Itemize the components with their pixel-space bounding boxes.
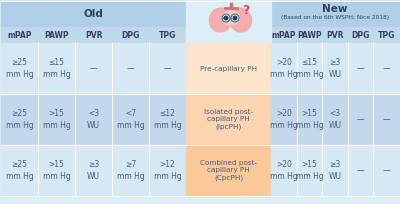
Text: ≥25
mm Hg: ≥25 mm Hg [6,109,33,130]
Text: >20
mm Hg: >20 mm Hg [270,58,298,79]
Bar [1,27,186,43]
Text: >15
mm Hg: >15 mm Hg [43,160,70,181]
Bar [1,43,186,94]
Text: >15
mm Hg: >15 mm Hg [43,109,70,130]
Ellipse shape [210,8,232,32]
Bar [186,145,271,196]
Text: Combined post-
capillary PH
(CpcPH): Combined post- capillary PH (CpcPH) [200,160,257,181]
Text: >12
mm Hg: >12 mm Hg [154,160,181,181]
Text: —: — [382,64,390,73]
Text: >15
mm Hg: >15 mm Hg [296,109,323,130]
Text: ≥25
mm Hg: ≥25 mm Hg [6,58,33,79]
Text: ≥3
WU: ≥3 WU [328,160,342,181]
Text: New: New [322,4,348,14]
Bar [1,94,186,145]
Text: DPG: DPG [121,31,140,40]
Text: <7
mm Hg: <7 mm Hg [117,109,144,130]
Text: >20
mm Hg: >20 mm Hg [270,160,298,181]
Text: —: — [357,166,364,175]
Text: PAWP: PAWP [297,31,322,40]
Text: —: — [90,64,97,73]
Circle shape [222,14,230,22]
Text: —: — [382,115,390,124]
Bar [186,94,271,145]
Bar [271,43,399,94]
Ellipse shape [222,11,240,25]
Text: Pre-capillary PH: Pre-capillary PH [200,65,257,71]
Text: —: — [164,64,171,73]
Text: ≥3
WU: ≥3 WU [328,58,342,79]
Bar [1,145,186,196]
Bar [186,43,271,94]
Text: ≥3
WU: ≥3 WU [87,160,100,181]
Text: mPAP: mPAP [272,31,296,40]
Bar [271,94,399,145]
Text: mPAP: mPAP [7,31,32,40]
Text: Old: Old [84,9,104,19]
Text: <3
WU: <3 WU [328,109,342,130]
Circle shape [231,14,239,22]
Text: ≥25
mm Hg: ≥25 mm Hg [6,160,33,181]
Bar [271,145,399,196]
Text: —: — [127,64,134,73]
Text: <3
WU: <3 WU [87,109,100,130]
Bar [1,1,186,27]
Text: (Based on the 6th WSPH; Nice 2018): (Based on the 6th WSPH; Nice 2018) [281,16,389,20]
Text: PAWP: PAWP [44,31,69,40]
Bar [271,1,399,27]
Circle shape [224,16,228,20]
Text: —: — [357,64,364,73]
Text: TPG: TPG [159,31,176,40]
Text: ≥7
mm Hg: ≥7 mm Hg [117,160,144,181]
Text: PVR: PVR [85,31,102,40]
Text: >20
mm Hg: >20 mm Hg [270,109,298,130]
Bar [186,1,271,27]
Bar [271,27,399,43]
Ellipse shape [230,8,252,32]
Text: —: — [357,115,364,124]
Text: >15
mm Hg: >15 mm Hg [296,160,323,181]
Circle shape [233,16,237,20]
Text: DPG: DPG [352,31,370,40]
Text: PVR: PVR [326,31,344,40]
Text: ≤15
mm Hg: ≤15 mm Hg [43,58,70,79]
Text: —: — [382,166,390,175]
Text: ≤15
mm Hg: ≤15 mm Hg [296,58,323,79]
Text: TPG: TPG [378,31,395,40]
Text: Isolated post-
capillary PH
(IpcPH): Isolated post- capillary PH (IpcPH) [204,109,253,130]
Text: ?: ? [242,3,249,17]
Bar [186,27,271,43]
Text: ≤12
mm Hg: ≤12 mm Hg [154,109,181,130]
